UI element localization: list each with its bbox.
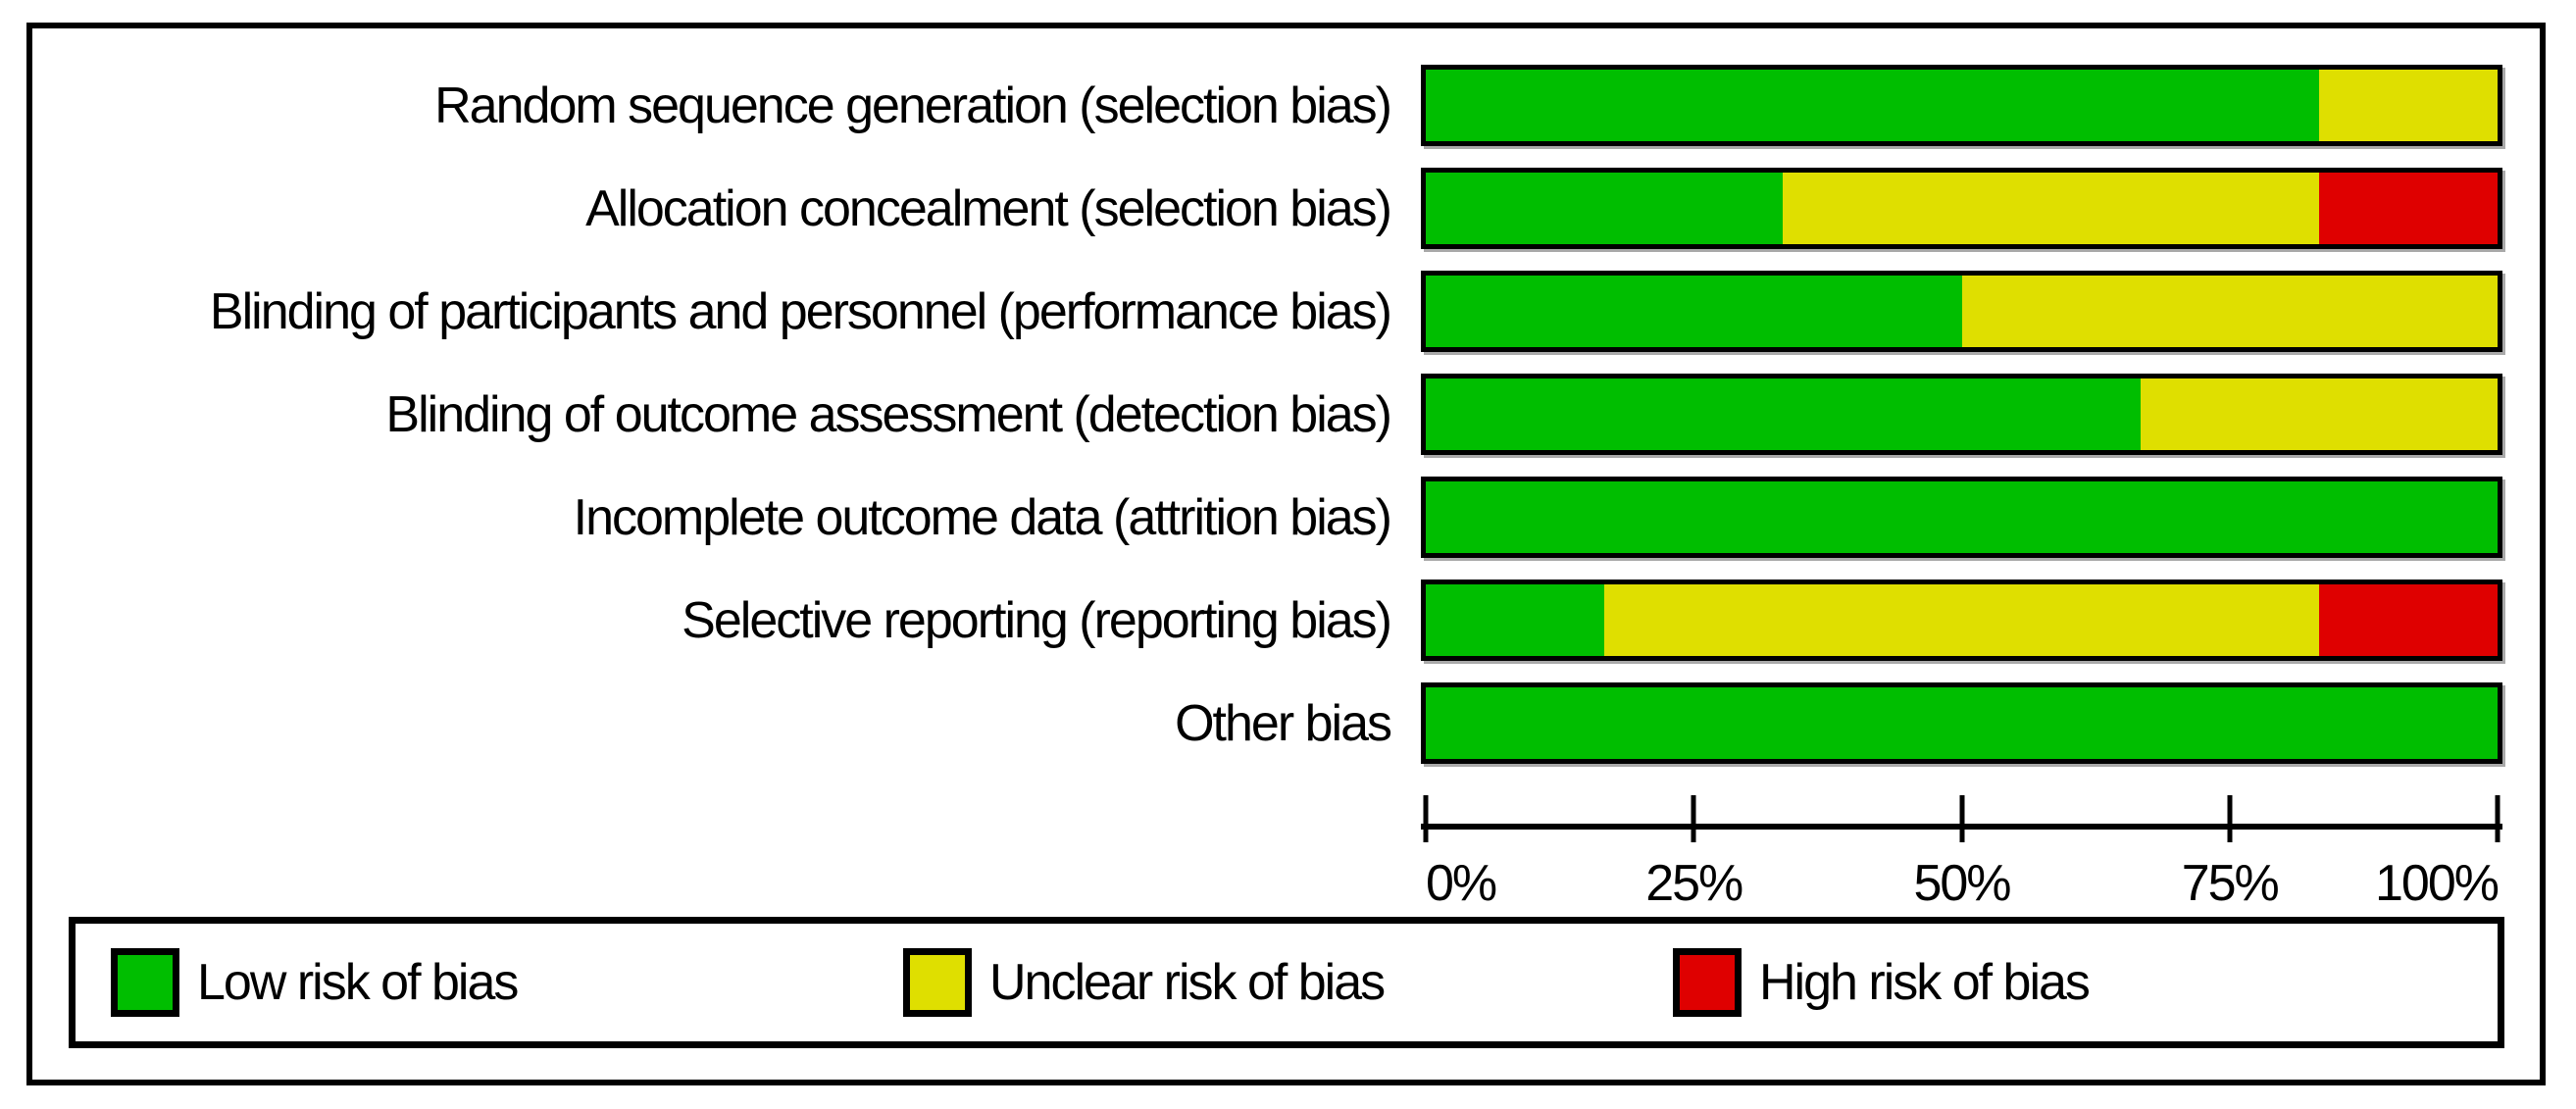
bar-segment-low [1426,481,2498,553]
bar-row: Allocation concealment (selection bias) [32,168,2540,249]
category-label: Blinding of participants and personnel (… [209,282,1392,340]
axis-tick [2227,795,2233,842]
legend-item-label: Unclear risk of bias [989,954,1386,1011]
bar-segment-low [1426,687,2498,759]
legend-item-label: High risk of bias [1759,954,2091,1011]
bar-segment-unclear [2318,70,2498,141]
axis-tick-label: 75% [2181,855,2280,912]
category-label: Selective reporting (reporting bias) [682,591,1392,649]
bar-row: Selective reporting (reporting bias) [32,580,2540,661]
bar-row: Incomplete outcome data (attrition bias) [32,477,2540,558]
bar-segment-unclear [1961,276,2498,347]
stacked-bar [1421,168,2502,249]
bar-segment-low [1426,276,1962,347]
axis-tick-label: 100% [2375,855,2500,912]
bar-segment-high [2318,584,2498,656]
bar-segment-low [1426,378,2141,450]
axis-tick [1423,795,1429,842]
bar-segment-unclear [1604,584,2319,656]
legend-box: Low risk of bias Unclear risk of bias High… [69,917,2504,1048]
category-label: Incomplete outcome data (attrition bias) [573,488,1392,546]
stacked-bar [1421,271,2502,352]
legend-item: Unclear risk of bias [903,924,1386,1041]
legend-swatch-high [1673,948,1742,1017]
category-label: Random sequence generation (selection bi… [434,76,1392,134]
bar-segment-high [2318,173,2498,244]
axis-tick-label: 50% [1913,855,2011,912]
stacked-bar [1421,374,2502,455]
bar-row: Random sequence generation (selection bi… [32,65,2540,146]
bar-row: Blinding of participants and personnel (… [32,271,2540,352]
axis-tick [1959,795,1964,842]
bar-segment-low [1426,70,2319,141]
legend-swatch-low [111,948,179,1017]
axis-tick-label: 0% [1426,855,1497,912]
axis-tick [2495,795,2500,842]
stacked-bar [1421,580,2502,661]
stacked-bar [1421,477,2502,558]
bar-segment-unclear [1783,173,2319,244]
stacked-bar [1421,65,2502,146]
legend-item: High risk of bias [1673,924,2091,1041]
axis-tick-label: 25% [1645,855,1743,912]
bar-segment-low [1426,173,1784,244]
category-label: Allocation concealment (selection bias) [585,179,1392,237]
figure-frame: Random sequence generation (selection bi… [26,23,2546,1085]
category-label: Blinding of outcome assessment (detectio… [385,385,1392,443]
bar-segment-low [1426,584,1605,656]
legend-item: Low risk of bias [111,924,519,1041]
bar-row: Other bias [32,682,2540,764]
category-label: Other bias [1175,694,1392,752]
legend-swatch-unclear [903,948,972,1017]
axis-tick [1691,795,1696,842]
stacked-bar [1421,682,2502,764]
bar-segment-unclear [2140,378,2498,450]
bar-row: Blinding of outcome assessment (detectio… [32,374,2540,455]
legend-item-label: Low risk of bias [197,954,519,1011]
